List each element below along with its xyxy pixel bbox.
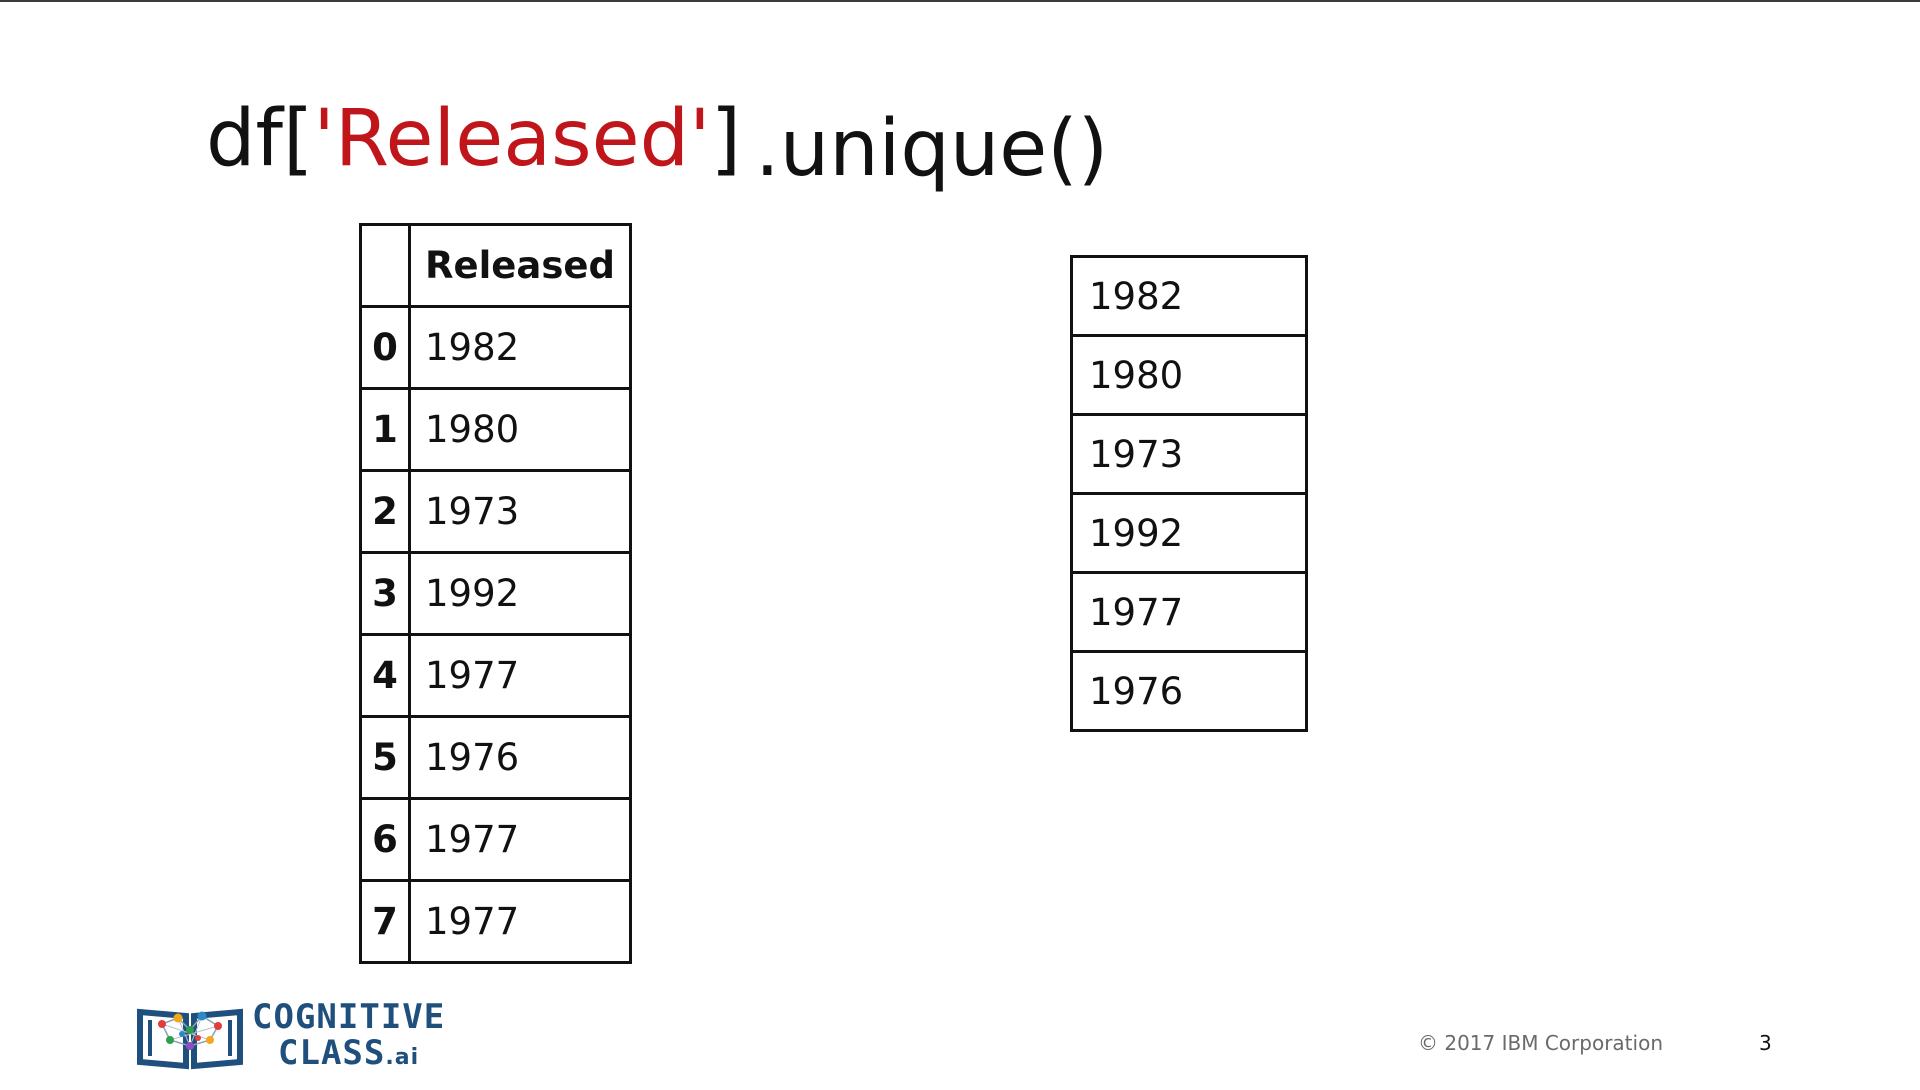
index-header-cell (359, 223, 411, 308)
cognitive-class-logo: COGNITIVE CLASS.ai (136, 1000, 444, 1072)
unique-value-cell: 1992 (1070, 492, 1308, 574)
unique-row: 1992 (1070, 492, 1308, 574)
unique-row: 1980 (1070, 334, 1308, 416)
top-rule (0, 0, 1920, 2)
logo-class-text: CLASS (278, 1033, 386, 1073)
unique-row: 1982 (1070, 255, 1308, 337)
logo-line-2: CLASS.ai (278, 1036, 445, 1070)
unique-value-cell: 1977 (1070, 571, 1308, 653)
released-value-cell: 1982 (408, 305, 632, 390)
unique-values-table: 1982 1980 1973 1992 1977 1976 (1070, 255, 1308, 732)
unique-row: 1973 (1070, 413, 1308, 495)
copyright-text: © 2017 IBM Corporation (1418, 1031, 1663, 1055)
row-index-cell: 3 (359, 551, 411, 636)
unique-row: 1977 (1070, 571, 1308, 653)
unique-value-cell: 1973 (1070, 413, 1308, 495)
row-index-cell: 4 (359, 633, 411, 718)
title-prefix: df[ (206, 94, 314, 184)
released-value-cell: 1980 (408, 387, 632, 472)
table-row: 2 1973 (359, 469, 632, 554)
released-column-header: Released (408, 223, 632, 308)
released-value-cell: 1976 (408, 715, 632, 800)
dataframe-table: Released 0 1982 1 1980 2 1973 3 1992 4 1… (359, 223, 632, 964)
table-row: 4 1977 (359, 633, 632, 718)
row-index-cell: 2 (359, 469, 411, 554)
logo-ai-suffix: .ai (385, 1045, 420, 1070)
row-index-cell: 1 (359, 387, 411, 472)
logo-line-1: COGNITIVE (252, 997, 446, 1037)
table-row: 3 1992 (359, 551, 632, 636)
table-row: 0 1982 (359, 305, 632, 390)
page-number: 3 (1759, 1031, 1772, 1055)
table-row: 5 1976 (359, 715, 632, 800)
title-suffix: ] (710, 94, 742, 184)
released-value-cell: 1992 (408, 551, 632, 636)
released-value-cell: 1977 (408, 879, 632, 964)
unique-row: 1976 (1070, 650, 1308, 732)
table-row: 6 1977 (359, 797, 632, 882)
title-column-literal: 'Released' (313, 94, 711, 184)
table-row: 7 1977 (359, 879, 632, 964)
unique-value-cell: 1980 (1070, 334, 1308, 416)
released-value-cell: 1973 (408, 469, 632, 554)
dataframe-header-row: Released (359, 223, 632, 308)
released-value-cell: 1977 (408, 797, 632, 882)
released-value-cell: 1977 (408, 633, 632, 718)
row-index-cell: 6 (359, 797, 411, 882)
logo-wordmark: COGNITIVE CLASS.ai (252, 1000, 445, 1070)
row-index-cell: 7 (359, 879, 411, 964)
unique-value-cell: 1982 (1070, 255, 1308, 337)
slide-title: df['Released'] .unique() (206, 100, 1108, 188)
row-index-cell: 0 (359, 305, 411, 390)
open-book-network-icon (137, 1008, 243, 1070)
row-index-cell: 5 (359, 715, 411, 800)
title-method: .unique() (755, 104, 1109, 194)
table-row: 1 1980 (359, 387, 632, 472)
unique-value-cell: 1976 (1070, 650, 1308, 732)
